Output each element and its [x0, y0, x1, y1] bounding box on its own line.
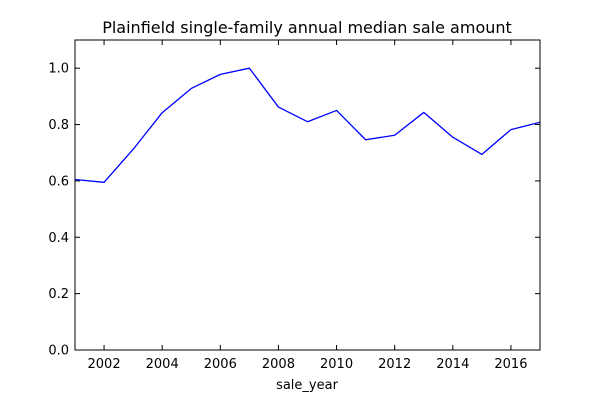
- x-axis-label: sale_year: [276, 378, 339, 393]
- chart-title: Plainfield single-family annual median s…: [102, 18, 512, 37]
- y-tick-label: 0.0: [48, 344, 69, 359]
- x-tick-label: 2006: [204, 357, 237, 372]
- y-tick-label: 0.8: [48, 118, 69, 133]
- x-tick-label: 2010: [320, 357, 353, 372]
- ticks-layer: 2002 2004 2006 2008 2010 2012 2014 2016 0.0 0.2 0.…: [48, 40, 540, 372]
- y-tick-label: 1.0: [48, 62, 69, 77]
- y-tick-label: 0.2: [48, 287, 69, 302]
- x-tick-label: 2012: [378, 357, 411, 372]
- y-tick-label: 0.6: [48, 174, 69, 189]
- y-tick-label: 0.4: [48, 231, 69, 246]
- x-tick-label: 2002: [88, 357, 121, 372]
- series-line: [74, 67, 541, 183]
- plot-frame: [74, 39, 541, 351]
- plot-layer: [74, 67, 541, 183]
- x-tick-label: 2004: [146, 357, 179, 372]
- x-tick-label: 2016: [494, 357, 527, 372]
- x-tick-label: 2014: [436, 357, 469, 372]
- x-tick-label: 2008: [262, 357, 295, 372]
